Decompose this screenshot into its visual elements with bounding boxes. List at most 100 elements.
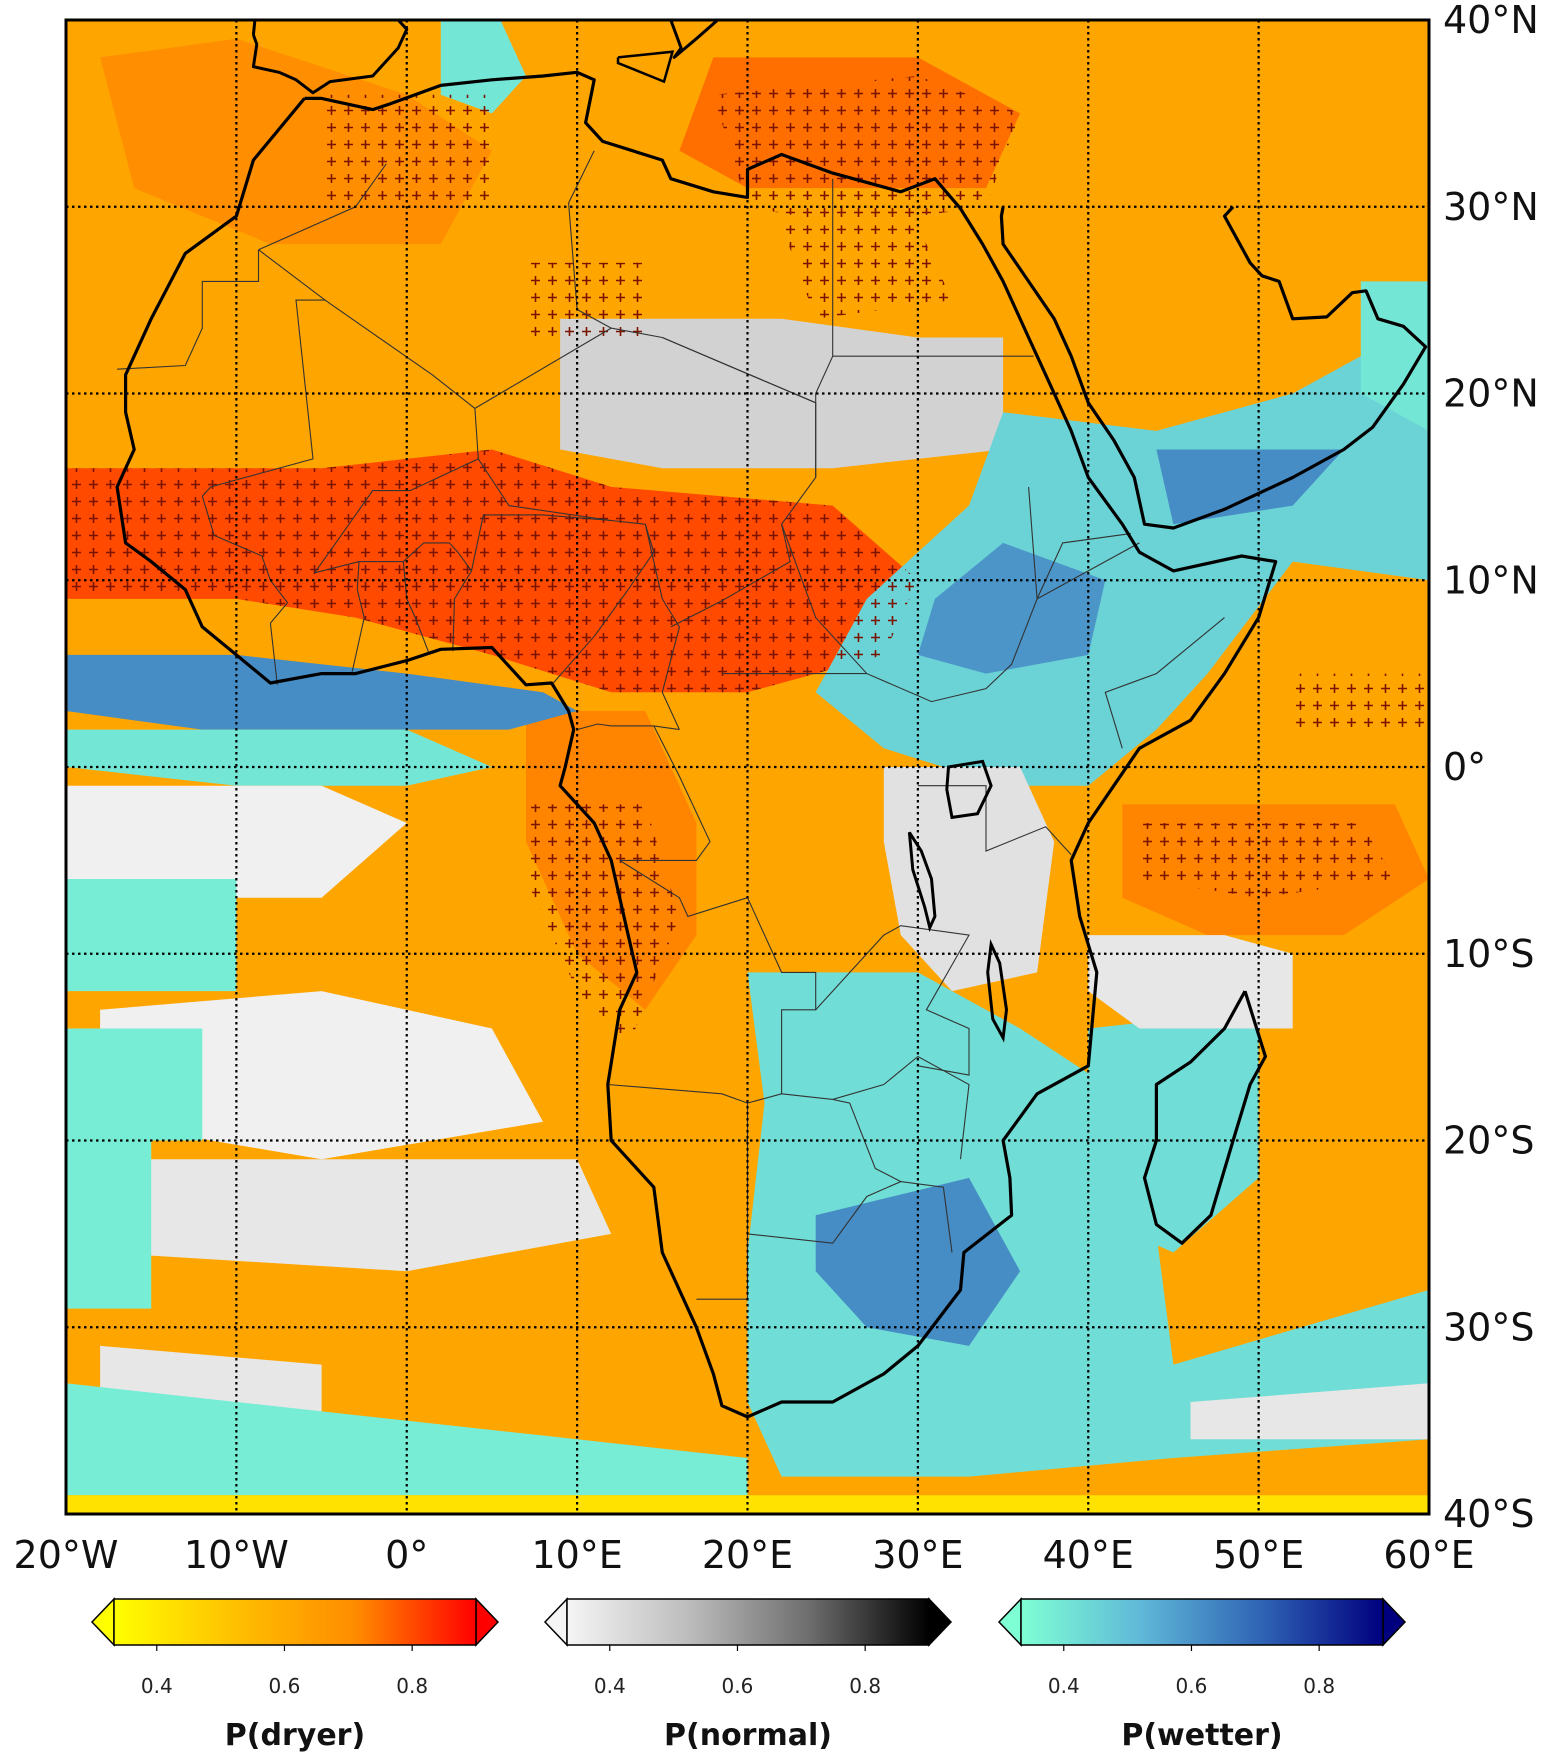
country-border bbox=[351, 561, 365, 672]
region-normal bbox=[100, 1159, 612, 1272]
sicily-coastline bbox=[616, 50, 675, 84]
colorbar-tick-label: 0.6 bbox=[1176, 1674, 1208, 1698]
africa-coastline bbox=[115, 70, 1278, 1419]
stipple-region bbox=[66, 449, 918, 693]
country-border bbox=[117, 249, 260, 370]
country-border bbox=[747, 1181, 953, 1253]
latitude-label: 20°N bbox=[1443, 372, 1539, 416]
map-plot-area bbox=[66, 20, 1429, 1514]
stipple-region bbox=[526, 262, 646, 338]
latitude-label: 10°N bbox=[1443, 558, 1539, 602]
region-wetter bbox=[917, 542, 1106, 674]
stipple-region bbox=[1139, 823, 1395, 898]
longitude-label: 40°E bbox=[1043, 1533, 1134, 1577]
lake-outline bbox=[907, 831, 937, 933]
country-border bbox=[781, 524, 1131, 703]
significance-stippling bbox=[66, 76, 1429, 1048]
colorbar-min-extend bbox=[997, 1597, 1022, 1647]
colorbar-min-extend bbox=[90, 1597, 115, 1647]
region-normal bbox=[1190, 1383, 1429, 1440]
country-border bbox=[477, 458, 612, 522]
latitude-tick-labels: 40°N 30°N 20°N 10°N 0° 10°S 20°S 30°S 40°S bbox=[1443, 0, 1539, 1536]
colorbar-tick-label: 0.8 bbox=[396, 1674, 428, 1698]
latitude-label: 30°N bbox=[1443, 185, 1539, 229]
longitude-label: 10°W bbox=[184, 1533, 289, 1577]
longitude-label: 20°E bbox=[702, 1533, 793, 1577]
region-wetter bbox=[66, 1028, 203, 1141]
country-border bbox=[1028, 486, 1140, 600]
colorbar-max-extend bbox=[928, 1597, 953, 1647]
colorbar-title: P(wetter) bbox=[1121, 1718, 1282, 1753]
region-wetter bbox=[66, 1140, 152, 1309]
country-border bbox=[917, 785, 1072, 856]
stipple-region bbox=[321, 94, 492, 207]
stipple-region bbox=[526, 804, 680, 1048]
colorbar-tick-label: 0.4 bbox=[141, 1674, 173, 1698]
latitude-label: 40°N bbox=[1443, 0, 1539, 42]
longitude-label: 0° bbox=[385, 1533, 428, 1577]
latitude-label: 40°S bbox=[1443, 1492, 1534, 1536]
colorbar-tick-label: 0.6 bbox=[269, 1674, 301, 1698]
stipple-region bbox=[1292, 673, 1429, 730]
coastlines-and-borders bbox=[115, 20, 1428, 1419]
graticule bbox=[66, 20, 1429, 1514]
region-normal bbox=[66, 785, 407, 898]
colorbar-tick-label: 0.8 bbox=[849, 1674, 881, 1698]
colorbar-min-extend bbox=[543, 1597, 568, 1647]
country-border bbox=[815, 925, 970, 1076]
longitude-label: 10°E bbox=[531, 1533, 622, 1577]
stipple-region bbox=[713, 76, 1021, 226]
colorbar-gradient bbox=[1020, 1598, 1384, 1646]
country-border bbox=[1104, 617, 1225, 749]
country-border bbox=[832, 1098, 902, 1183]
region-normal bbox=[883, 767, 1055, 992]
country-border bbox=[568, 150, 595, 204]
country-border bbox=[576, 723, 680, 731]
latitude-label: 10°S bbox=[1443, 932, 1534, 976]
region-wetter bbox=[440, 20, 526, 114]
region-wetter bbox=[1088, 1009, 1259, 1253]
longitude-label: 50°E bbox=[1213, 1533, 1304, 1577]
country-border bbox=[644, 524, 680, 730]
region-wetter bbox=[66, 654, 578, 730]
iberia-coastline bbox=[251, 20, 409, 95]
map-frame bbox=[64, 18, 1431, 1516]
colorbar-tick-label: 0.6 bbox=[722, 1674, 754, 1698]
colorbar-max-extend bbox=[1382, 1597, 1407, 1647]
colorbar-dryer: 0.4 0.6 0.8 P(dryer) bbox=[90, 1597, 500, 1753]
region-wetter bbox=[1156, 449, 1344, 525]
lake-outline bbox=[986, 938, 1009, 1043]
longitude-label: 60°E bbox=[1383, 1533, 1474, 1577]
colorbar-title: P(normal) bbox=[664, 1718, 832, 1753]
latitude-label: 0° bbox=[1443, 745, 1486, 789]
country-border bbox=[213, 534, 289, 685]
region-normal bbox=[1088, 935, 1293, 1029]
country-border bbox=[619, 725, 711, 861]
longitude-label: 20°W bbox=[14, 1533, 119, 1577]
arabia-coastline bbox=[999, 205, 1428, 530]
region-wetter bbox=[66, 729, 492, 786]
colorbar-title: P(dryer) bbox=[225, 1718, 365, 1753]
latitude-label: 30°S bbox=[1443, 1305, 1534, 1349]
longitude-label: 30°E bbox=[872, 1533, 963, 1577]
colorbar-tick-label: 0.4 bbox=[1048, 1674, 1080, 1698]
italy-coastline bbox=[667, 20, 720, 59]
colorbar-tick-label: 0.4 bbox=[594, 1674, 626, 1698]
colorbar-gradient bbox=[113, 1598, 477, 1646]
country-border bbox=[402, 561, 430, 654]
country-border bbox=[662, 178, 834, 404]
country-border bbox=[314, 542, 473, 652]
colorbar-tick-label: 0.8 bbox=[1303, 1674, 1335, 1698]
country-border bbox=[781, 1055, 970, 1160]
colorbar-gradient bbox=[566, 1598, 930, 1646]
madagascar-coastline bbox=[1142, 990, 1268, 1245]
colorbars: 0.4 0.6 0.8P(dryer)0.4 0.6 0.8P(normal)0.4 0.… bbox=[90, 1597, 1407, 1753]
lake-outline bbox=[945, 759, 993, 820]
region-wetter bbox=[66, 879, 237, 992]
stipple-region bbox=[781, 225, 952, 319]
country-border bbox=[607, 859, 817, 1104]
colorbar-max-extend bbox=[475, 1597, 500, 1647]
latitude-label: 20°S bbox=[1443, 1119, 1534, 1163]
colorbar-normal: 0.4 0.6 0.8 P(normal) bbox=[543, 1597, 953, 1753]
